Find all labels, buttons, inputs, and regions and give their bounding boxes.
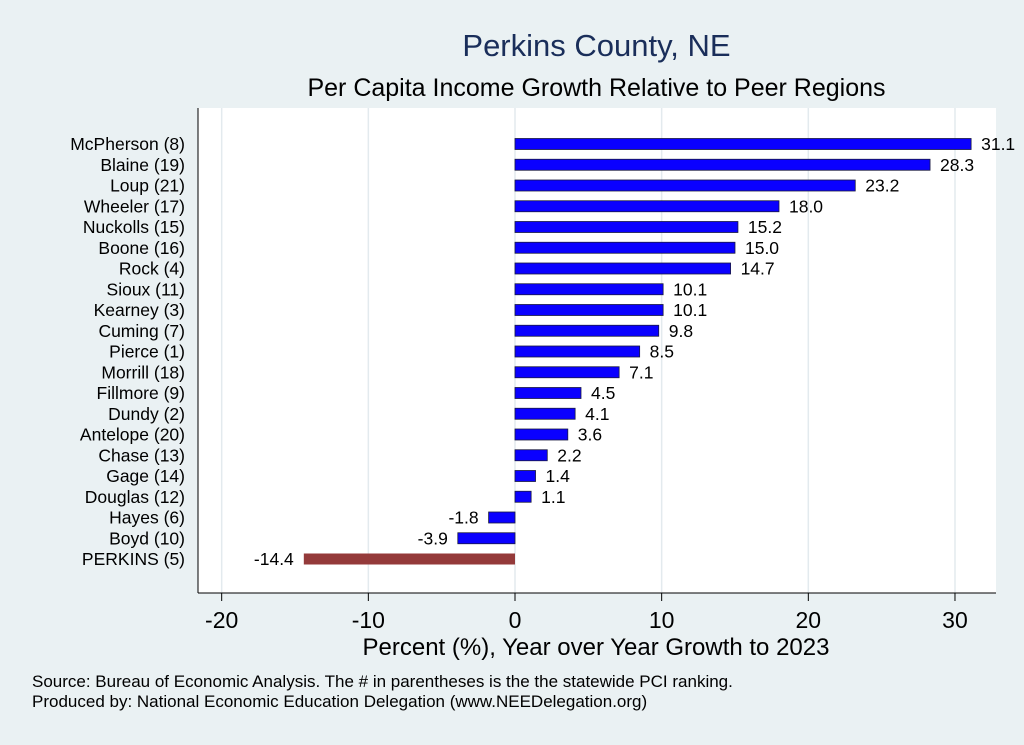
bar bbox=[514, 366, 620, 379]
bar bbox=[514, 262, 731, 275]
producer-note: Produced by: National Economic Education… bbox=[32, 692, 648, 711]
bar bbox=[514, 179, 856, 192]
bar bbox=[514, 449, 548, 462]
x-ticks: -20 -10 0 10 20 30 bbox=[205, 593, 968, 633]
bar bbox=[514, 221, 739, 233]
category-label: Loup (21) bbox=[110, 176, 185, 196]
x-axis-label: Percent (%), Year over Year Growth to 20… bbox=[363, 634, 830, 661]
category-label: Douglas (12) bbox=[85, 487, 185, 507]
bar bbox=[514, 283, 664, 296]
value-label: 4.1 bbox=[585, 404, 609, 424]
bar bbox=[514, 428, 569, 441]
bar bbox=[488, 511, 516, 524]
axes bbox=[197, 108, 996, 594]
value-label: 1.4 bbox=[546, 466, 571, 486]
bar bbox=[514, 241, 736, 254]
value-label: 1.1 bbox=[541, 487, 565, 507]
value-label: -3.9 bbox=[418, 528, 448, 548]
category-label: Antelope (20) bbox=[80, 425, 185, 445]
category-label: Gage (14) bbox=[106, 466, 185, 486]
category-label: Hayes (6) bbox=[109, 508, 185, 528]
value-labels: 31.128.323.218.015.215.014.710.110.19.88… bbox=[254, 134, 1015, 569]
chart-subtitle: Per Capita Income Growth Relative to Pee… bbox=[307, 74, 886, 102]
bar bbox=[514, 200, 780, 213]
value-label: 8.5 bbox=[650, 342, 674, 362]
category-label: Wheeler (17) bbox=[84, 196, 185, 216]
x-tick-label: -20 bbox=[205, 607, 238, 633]
value-label: -1.8 bbox=[448, 508, 478, 528]
category-label: Sioux (11) bbox=[107, 279, 185, 299]
x-tick-label: 10 bbox=[649, 607, 675, 633]
value-label: 2.2 bbox=[557, 445, 581, 465]
category-label: Nuckolls (15) bbox=[83, 217, 185, 237]
category-label: Chase (13) bbox=[98, 445, 185, 465]
bar bbox=[514, 324, 660, 337]
value-label: 10.1 bbox=[673, 300, 707, 320]
value-label: 18.0 bbox=[789, 196, 823, 216]
category-label: Fillmore (9) bbox=[97, 383, 185, 403]
category-label: Pierce (1) bbox=[109, 342, 185, 362]
value-label: 31.1 bbox=[981, 134, 1015, 154]
source-note: Source: Bureau of Economic Analysis. The… bbox=[32, 672, 733, 691]
value-label: -14.4 bbox=[254, 549, 294, 569]
category-label: Kearney (3) bbox=[94, 300, 185, 320]
category-label: Morrill (18) bbox=[101, 362, 185, 382]
bar bbox=[514, 490, 532, 503]
value-label: 14.7 bbox=[741, 259, 775, 279]
bar bbox=[514, 138, 972, 150]
value-label: 23.2 bbox=[865, 176, 899, 196]
x-tick-label: 0 bbox=[509, 607, 522, 633]
value-label: 10.1 bbox=[673, 279, 707, 299]
category-label: McPherson (8) bbox=[70, 134, 185, 154]
value-label: 3.6 bbox=[578, 425, 602, 445]
bars bbox=[303, 138, 972, 565]
value-label: 28.3 bbox=[940, 155, 974, 175]
bar bbox=[514, 470, 536, 482]
bar bbox=[514, 345, 641, 358]
bar bbox=[514, 387, 582, 399]
x-tick-label: -10 bbox=[352, 607, 385, 633]
category-label: Blaine (19) bbox=[100, 155, 185, 175]
category-label: Cuming (7) bbox=[98, 321, 185, 341]
x-tick-label: 20 bbox=[796, 607, 822, 633]
value-label: 4.5 bbox=[591, 383, 615, 403]
bar bbox=[457, 532, 516, 545]
value-label: 15.0 bbox=[745, 238, 779, 258]
category-label: Rock (4) bbox=[119, 259, 185, 279]
category-label: PERKINS (5) bbox=[82, 549, 185, 569]
value-label: 7.1 bbox=[629, 362, 653, 382]
value-label: 15.2 bbox=[748, 217, 782, 237]
value-label: 9.8 bbox=[669, 321, 693, 341]
bar-highlight bbox=[303, 553, 515, 565]
category-label: Boyd (10) bbox=[109, 528, 185, 548]
x-tick-label: 30 bbox=[942, 607, 968, 633]
bar bbox=[514, 407, 576, 420]
bar-chart: -20 -10 0 10 20 30 McPherson (8)Blaine (19)Lo… bbox=[70, 108, 1015, 661]
category-label: Boone (16) bbox=[98, 238, 185, 258]
category-labels: McPherson (8)Blaine (19)Loup (21)Wheeler… bbox=[70, 134, 185, 569]
bar bbox=[514, 158, 931, 171]
chart-title: Perkins County, NE bbox=[462, 28, 731, 63]
bar bbox=[514, 304, 664, 316]
category-label: Dundy (2) bbox=[108, 404, 185, 424]
